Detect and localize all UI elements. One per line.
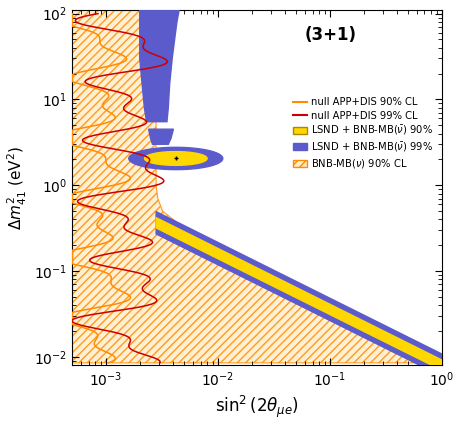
Polygon shape: [144, 152, 207, 165]
Polygon shape: [156, 212, 441, 365]
Polygon shape: [129, 147, 222, 170]
Y-axis label: $\Delta m^2_{41}$ (eV$^2$): $\Delta m^2_{41}$ (eV$^2$): [6, 146, 29, 230]
X-axis label: $\sin^2(2\theta_{\mu e})$: $\sin^2(2\theta_{\mu e})$: [215, 394, 298, 420]
Polygon shape: [140, 10, 179, 122]
Legend: null APP+DIS 90% CL, null APP+DIS 99% CL, LSND + BNB-MB($\bar{\nu}$) 90%, LSND +: null APP+DIS 90% CL, null APP+DIS 99% CL…: [288, 93, 436, 174]
Polygon shape: [72, 10, 441, 363]
Polygon shape: [148, 129, 173, 144]
Text: (3+1): (3+1): [304, 26, 356, 44]
Polygon shape: [156, 218, 441, 365]
